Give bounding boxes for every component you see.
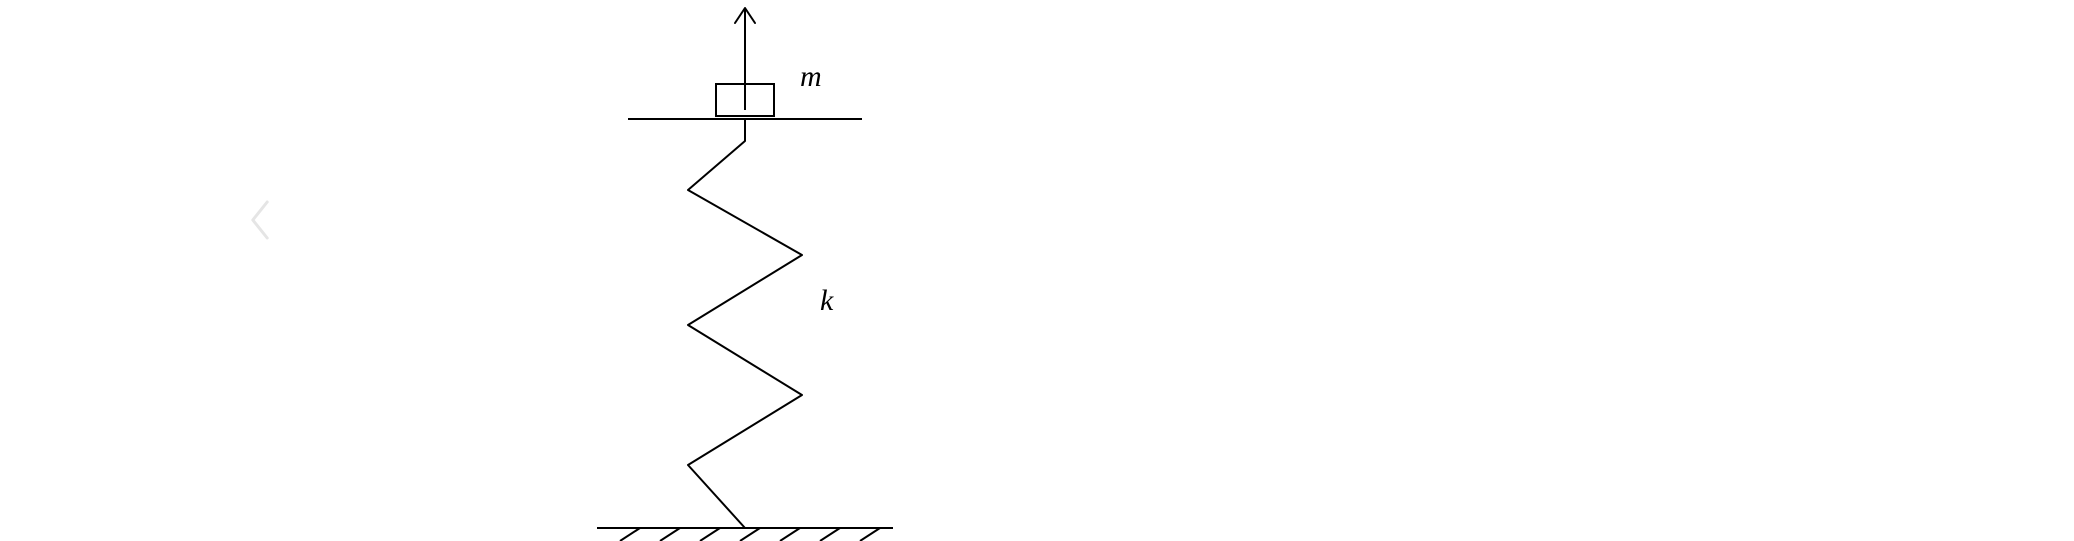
ground-hatch xyxy=(820,528,840,541)
prev-chevron-icon[interactable] xyxy=(253,202,267,238)
ground-hatch xyxy=(660,528,680,541)
diagram-canvas: mk xyxy=(0,0,2074,541)
spring-label: k xyxy=(820,284,834,317)
mass-label: m xyxy=(800,60,822,93)
ground-hatch xyxy=(620,528,640,541)
ground-hatch xyxy=(780,528,800,541)
ground-hatch xyxy=(860,528,880,541)
ground-hatch xyxy=(700,528,720,541)
ground-hatch xyxy=(740,528,760,541)
spring xyxy=(688,119,802,528)
